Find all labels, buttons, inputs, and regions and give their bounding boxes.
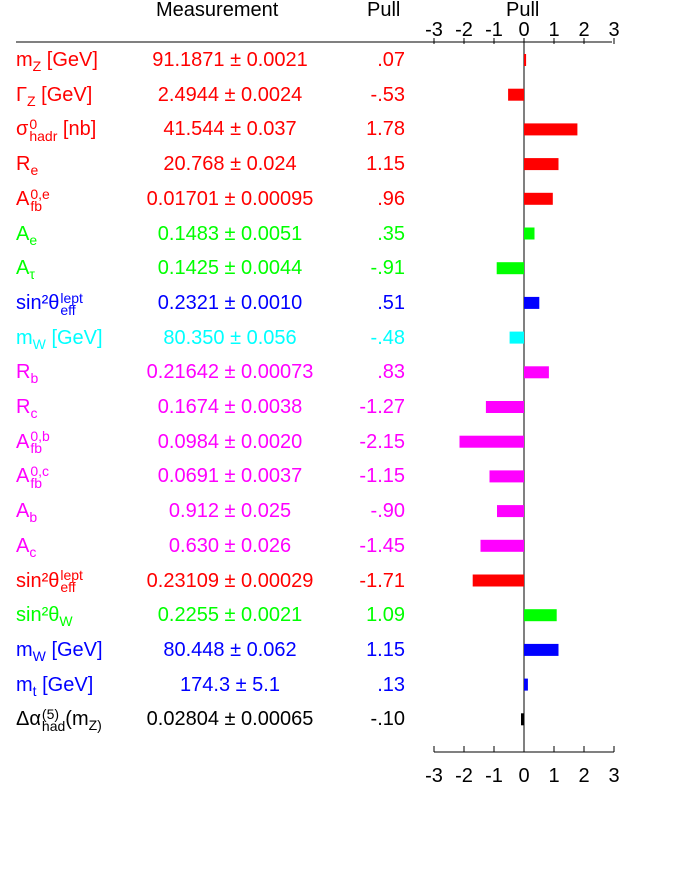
row-label: A 0,b fb: [16, 428, 50, 457]
row-measurement: 0.21642 ± 0.00073: [146, 361, 314, 384]
row-measurement: 20.768 ± 0.024: [163, 153, 297, 176]
pull-bar: [496, 262, 524, 275]
row-label: Δα (5) had (mZ): [16, 706, 102, 735]
row-measurement: 174.3 ± 5.1: [180, 673, 280, 696]
row-pull-value: .83: [377, 361, 405, 384]
row-label: mW [GeV]: [16, 326, 103, 352]
row-label: Aτ: [16, 257, 35, 283]
bottom-tick-label: 2: [578, 765, 589, 787]
row-measurement: 0.23109 ± 0.00029: [146, 569, 314, 592]
row-label: Ac: [16, 534, 37, 560]
row-pull-value: -.91: [370, 257, 405, 280]
row-pull-value: -.53: [370, 83, 405, 106]
row-pull-value: .07: [377, 49, 405, 71]
pull-bar: [524, 54, 527, 66]
row-label: Ab: [16, 500, 38, 526]
row-label: σ 0 hadr [nb]: [16, 116, 97, 145]
pull-bar: [524, 227, 535, 240]
row-measurement: 91.1871 ± 0.0021: [152, 49, 308, 71]
row-measurement: 80.350 ± 0.056: [163, 326, 297, 349]
pull-bar: [524, 123, 578, 136]
row-pull-value: 1.78: [366, 118, 405, 141]
pull-bar: [524, 609, 557, 622]
pull-bar: [524, 158, 559, 171]
pull-bar: [509, 331, 524, 344]
top-tick-label: 1: [548, 19, 559, 41]
row-pull-value: -.10: [370, 708, 405, 731]
row-measurement: 0.2321 ± 0.0010: [157, 291, 303, 314]
row-pull-value: -.48: [370, 326, 405, 349]
pull-bar: [472, 574, 524, 587]
bottom-tick-label: 1: [548, 765, 559, 787]
row-pull-value: .35: [377, 222, 405, 245]
row-pull-value: 1.15: [366, 638, 405, 661]
row-label: Rc: [16, 396, 38, 421]
top-tick-label: 3: [608, 19, 619, 41]
top-tick-label: 2: [578, 19, 589, 41]
row-label: sin²θ lept eff: [16, 567, 83, 596]
measurement-header: Measurement: [156, 0, 279, 21]
row-measurement: 0.02804 ± 0.00065: [146, 708, 314, 731]
row-label: sin²θ lept eff: [16, 289, 83, 318]
pull-header: Pull: [367, 0, 401, 21]
bottom-tick-label: -2: [455, 765, 473, 787]
pull-bar: [489, 470, 524, 483]
row-measurement: 0.630 ± 0.026: [168, 534, 292, 557]
row-pull-value: -1.45: [359, 534, 405, 557]
row-measurement: 0.1674 ± 0.0038: [157, 396, 303, 418]
pull-bar: [485, 401, 524, 413]
row-label: mZ [GeV]: [16, 49, 98, 74]
pull-bar: [524, 192, 553, 205]
row-pull-value: -2.15: [359, 430, 405, 453]
top-tick-label: -1: [485, 19, 503, 41]
row-pull-value: -1.71: [359, 569, 405, 592]
pull-bar: [521, 713, 524, 726]
bottom-tick-label: 0: [518, 765, 529, 787]
row-pull-value: .96: [377, 187, 405, 210]
pull-bar: [480, 539, 524, 552]
row-measurement: 80.448 ± 0.062: [163, 638, 297, 661]
row-label: A 0,e fb: [16, 185, 50, 214]
top-tick-label: -2: [455, 19, 473, 41]
pull-bar: [508, 88, 524, 101]
pull-bar: [524, 643, 559, 656]
row-measurement: 0.912 ± 0.025: [168, 500, 292, 523]
pull-bar: [459, 435, 524, 448]
row-label: Rb: [16, 361, 39, 387]
row-pull-value: -1.15: [359, 465, 405, 488]
row-pull-value: .13: [377, 673, 405, 696]
row-measurement: 2.4944 ± 0.0024: [157, 83, 303, 106]
top-tick-label: 0: [518, 19, 529, 41]
row-measurement: 0.01701 ± 0.00095: [146, 187, 314, 210]
row-label: mt [GeV]: [16, 673, 94, 699]
row-measurement: 0.0691 ± 0.0037: [157, 465, 303, 488]
row-pull-value: .51: [377, 291, 405, 314]
row-pull-value: -1.27: [359, 396, 405, 418]
bottom-tick-label: -3: [425, 765, 443, 787]
row-label: A 0,c fb: [16, 463, 50, 492]
row-pull-value: 1.09: [366, 604, 405, 627]
pull-bar: [524, 366, 549, 379]
bottom-tick-label: 3: [608, 765, 619, 787]
row-measurement: 41.544 ± 0.037: [163, 118, 297, 141]
row-measurement: 0.1425 ± 0.0044: [157, 257, 303, 280]
row-measurement: 0.2255 ± 0.0021: [157, 604, 303, 627]
row-measurement: 0.1483 ± 0.0051: [157, 222, 303, 245]
pull-axis-title: Pull: [506, 0, 540, 21]
row-label: Ae: [16, 222, 38, 248]
row-label: Re: [16, 153, 39, 179]
pull-bar: [524, 296, 540, 309]
pull-bar: [497, 505, 524, 518]
pull-bar: [524, 678, 528, 691]
top-tick-label: -3: [425, 19, 443, 41]
row-pull-value: 1.15: [366, 153, 405, 176]
row-measurement: 0.0984 ± 0.0020: [157, 430, 303, 453]
bottom-tick-label: -1: [485, 765, 503, 787]
row-pull-value: -.90: [370, 500, 405, 523]
row-label: mW [GeV]: [16, 638, 103, 664]
row-label: sin²θW: [16, 604, 73, 630]
row-label: ΓZ [GeV]: [16, 83, 93, 109]
